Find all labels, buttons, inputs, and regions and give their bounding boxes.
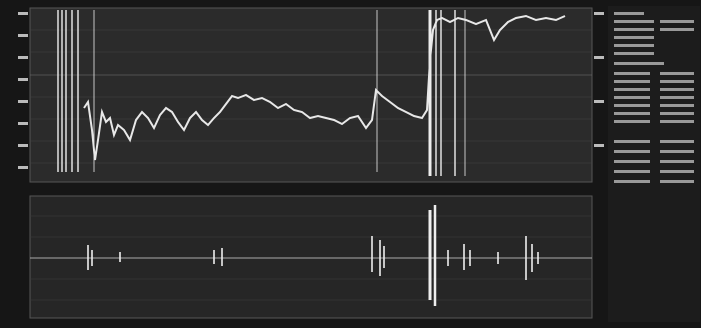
bottom-spikes	[87, 205, 539, 306]
top-panel	[18, 7, 604, 183]
bottom-grid	[30, 215, 592, 301]
top-trace	[83, 14, 566, 161]
top-plot-area	[29, 7, 593, 183]
top-grid	[30, 29, 592, 164]
info-panel-bg	[608, 6, 700, 322]
info-panel	[608, 6, 700, 322]
bottom-panel	[29, 195, 593, 319]
top-axis-labels	[18, 12, 604, 169]
event-markers	[57, 10, 466, 176]
info-text-blocks	[614, 12, 694, 183]
